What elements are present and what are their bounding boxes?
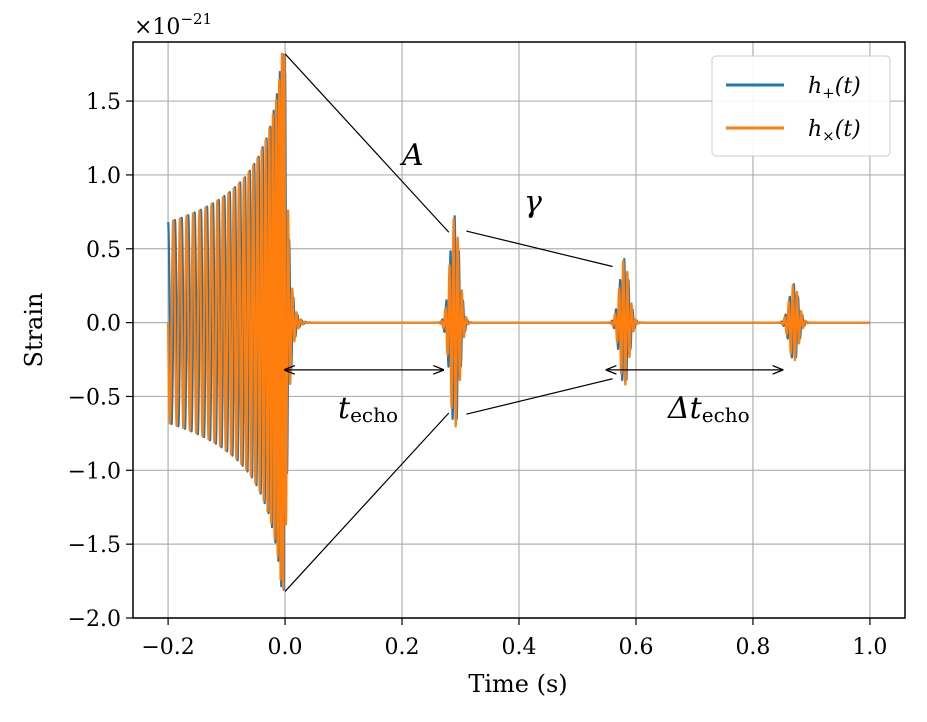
y-tick-label: 0.0: [86, 312, 121, 337]
x-tick-label: 0.2: [385, 635, 420, 660]
damping-line-bottom: [466, 378, 613, 415]
amplitude-label: A: [399, 138, 424, 173]
y-axis-label: Strain: [20, 293, 48, 368]
x-tick-label: 1.0: [852, 635, 887, 660]
y-tick-label: −2.0: [68, 607, 121, 632]
x-tick-label: 0.6: [618, 635, 653, 660]
y-tick-label: −0.5: [68, 385, 121, 410]
x-tick-label: −0.2: [141, 635, 194, 660]
y-tick-label: 0.5: [86, 238, 121, 263]
legend-entry-plus: h+(t): [808, 74, 861, 102]
y-tick-label: 1.5: [86, 90, 121, 115]
x-tick-label: 0.4: [502, 635, 537, 660]
x-tick-label: 0.8: [735, 635, 770, 660]
damping-line-top: [466, 230, 613, 268]
x-axis-label: Time (s): [468, 670, 567, 698]
y-tick-label: −1.0: [68, 459, 121, 484]
y-tick-label: −1.5: [68, 533, 121, 558]
y-tick-label: 1.0: [86, 164, 121, 189]
axis-ticks: −0.2 0.0 0.2 0.4 0.6 0.8 1.0 −2.0 −1.5 −1.0 −0.5 0.…: [68, 90, 888, 660]
series-line-cross: [166, 52, 871, 590]
x-tick-label: 0.0: [268, 635, 303, 660]
damping-label: γ: [524, 185, 542, 220]
t-echo-label: techo: [338, 391, 398, 427]
legend-entry-cross: h×(t): [808, 117, 861, 145]
legend-box: [711, 55, 891, 157]
dt-echo-label: Δtecho: [667, 391, 750, 427]
y-scale-label: ×10−21: [134, 10, 212, 40]
amplitude-line-bottom: [284, 412, 450, 592]
amplitude-line-top: [284, 53, 450, 233]
legend: h+(t) h×(t): [711, 55, 891, 157]
series-layer: [166, 52, 871, 591]
annotation-layer: [284, 53, 782, 592]
